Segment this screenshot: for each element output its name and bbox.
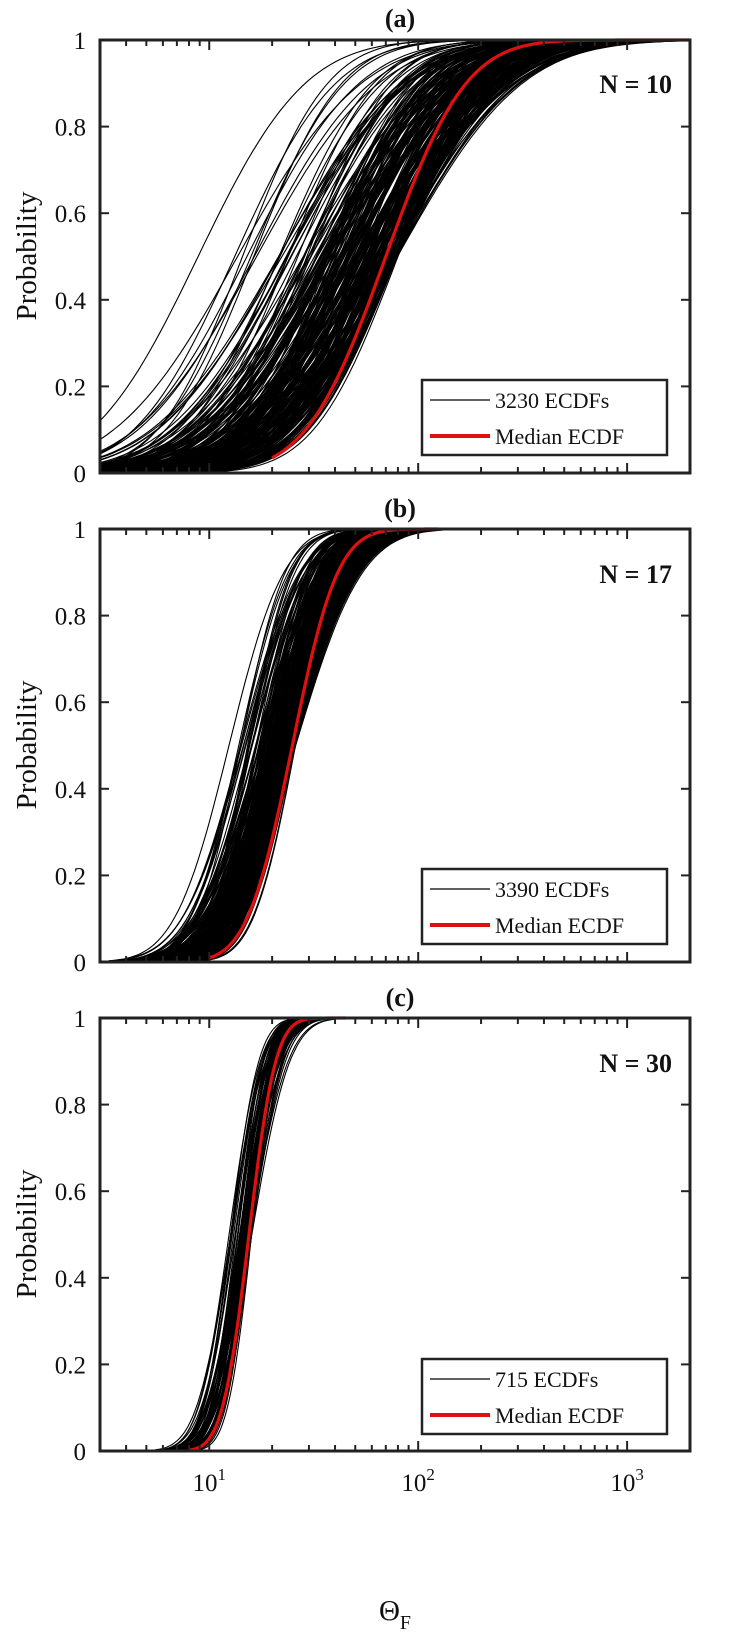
legend-box <box>420 867 669 946</box>
y-tick-label: 0.4 <box>55 777 87 804</box>
ecdf-line <box>148 528 380 963</box>
x-axis-label: ΘF <box>379 1595 411 1634</box>
n-annotation: N = 10 <box>599 70 672 99</box>
legend: 3230 ECDFs Median ECDF <box>420 378 669 457</box>
x-tick-base: 10 <box>610 1470 635 1497</box>
ecdf-line <box>139 528 414 963</box>
x-tick-labels: 101 102 103 <box>192 1465 643 1497</box>
x-tick-exponent: 3 <box>635 1465 644 1484</box>
y-tick-label: 0 <box>74 1439 87 1466</box>
x-axis-symbol: Θ <box>379 1595 400 1627</box>
y-tick-label: 0.6 <box>55 201 86 228</box>
n-annotation: N = 30 <box>599 1049 672 1078</box>
panel-c: (c) 0 0.2 0.4 0.6 0.8 1 Probability N = 30 71… <box>11 983 692 1634</box>
ecdf-curves <box>99 39 691 474</box>
y-tick-label: 0.4 <box>55 288 87 315</box>
panel-title: (b) <box>384 494 416 523</box>
legend: 715 ECDFs Median ECDF <box>420 1357 669 1436</box>
ecdf-line <box>99 39 530 471</box>
y-tick-label: 0.2 <box>55 1352 86 1379</box>
panel-title: (a) <box>385 4 415 33</box>
ecdf-line <box>99 39 563 455</box>
y-tick-label: 1 <box>74 517 87 544</box>
legend-label-ecdfs: 715 ECDFs <box>495 1367 598 1392</box>
axes-box <box>98 527 692 964</box>
y-tick-label: 1 <box>74 28 87 55</box>
x-tick-label: 103 <box>610 1465 644 1497</box>
ecdf-line <box>99 39 691 472</box>
ecdf-line <box>99 39 676 468</box>
ecdf-line <box>139 528 365 963</box>
y-tick-label: 0.8 <box>55 1093 86 1120</box>
ecdf-line <box>99 39 571 474</box>
ecdf-line <box>99 39 660 470</box>
x-tick-exponent: 2 <box>426 1465 435 1484</box>
y-tick-label: 0 <box>74 461 87 488</box>
y-tick-label: 0.8 <box>55 604 86 631</box>
ecdf-line <box>99 528 441 963</box>
legend-label-ecdfs: 3390 ECDFs <box>495 877 609 902</box>
ecdf-line <box>99 39 639 474</box>
x-tick-base: 10 <box>192 1470 217 1497</box>
y-tick-label: 0.6 <box>55 1179 86 1206</box>
ecdf-line <box>99 39 604 461</box>
y-tick-labels: 0 0.2 0.4 0.6 0.8 1 <box>55 517 87 977</box>
legend-label-median: Median ECDF <box>495 913 624 938</box>
x-tick-label: 102 <box>401 1465 435 1497</box>
ecdf-line <box>120 39 594 474</box>
y-tick-label: 0 <box>74 950 87 977</box>
y-tick-label: 0.2 <box>55 863 86 890</box>
ecdf-line <box>104 39 689 474</box>
legend-label-ecdfs: 3230 ECDFs <box>495 388 609 413</box>
panel-title: (c) <box>386 983 415 1012</box>
x-tick-exponent: 1 <box>217 1465 226 1484</box>
ecdf-line <box>99 39 686 473</box>
y-axis-label: Probability <box>11 1169 43 1298</box>
y-tick-label: 1 <box>74 1006 87 1033</box>
x-tick-base: 10 <box>401 1470 426 1497</box>
y-axis-label: Probability <box>11 191 43 320</box>
ecdf-line <box>121 39 666 474</box>
ecdf-line <box>99 39 500 466</box>
ecdf-line <box>111 528 402 963</box>
legend-label-median: Median ECDF <box>495 424 624 449</box>
n-annotation: N = 17 <box>599 560 672 589</box>
y-tick-labels: 0 0.2 0.4 0.6 0.8 1 <box>55 28 87 488</box>
legend-box <box>420 378 669 457</box>
legend-label-median: Median ECDF <box>495 1403 624 1428</box>
panel-b: (b) 0 0.2 0.4 0.6 0.8 1 Probability N = 17 33… <box>11 494 692 977</box>
y-tick-label: 0.8 <box>55 115 86 142</box>
x-tick-label: 101 <box>192 1465 226 1497</box>
x-axis-subscript: F <box>400 1612 411 1634</box>
ecdf-line <box>156 1017 354 1452</box>
panel-a: (a) 0 0.2 0.4 0.6 0.8 1 Probability N = 10 32… <box>11 4 692 488</box>
ecdf-line <box>150 1017 313 1452</box>
legend: 3390 ECDFs Median ECDF <box>420 867 669 946</box>
y-tick-labels: 0 0.2 0.4 0.6 0.8 1 <box>55 1006 87 1466</box>
ecdf-line <box>108 528 455 963</box>
legend-box <box>420 1357 669 1436</box>
axes-box <box>98 38 692 475</box>
y-tick-label: 0.2 <box>55 374 86 401</box>
ecdf-line <box>104 528 396 963</box>
y-axis-label: Probability <box>11 680 43 809</box>
y-tick-label: 0.6 <box>55 690 86 717</box>
y-tick-label: 0.4 <box>55 1266 87 1293</box>
axes-box <box>98 1016 692 1453</box>
ecdf-line <box>149 1017 343 1452</box>
ecdf-line <box>99 39 690 473</box>
ecdf-curves <box>99 528 690 963</box>
